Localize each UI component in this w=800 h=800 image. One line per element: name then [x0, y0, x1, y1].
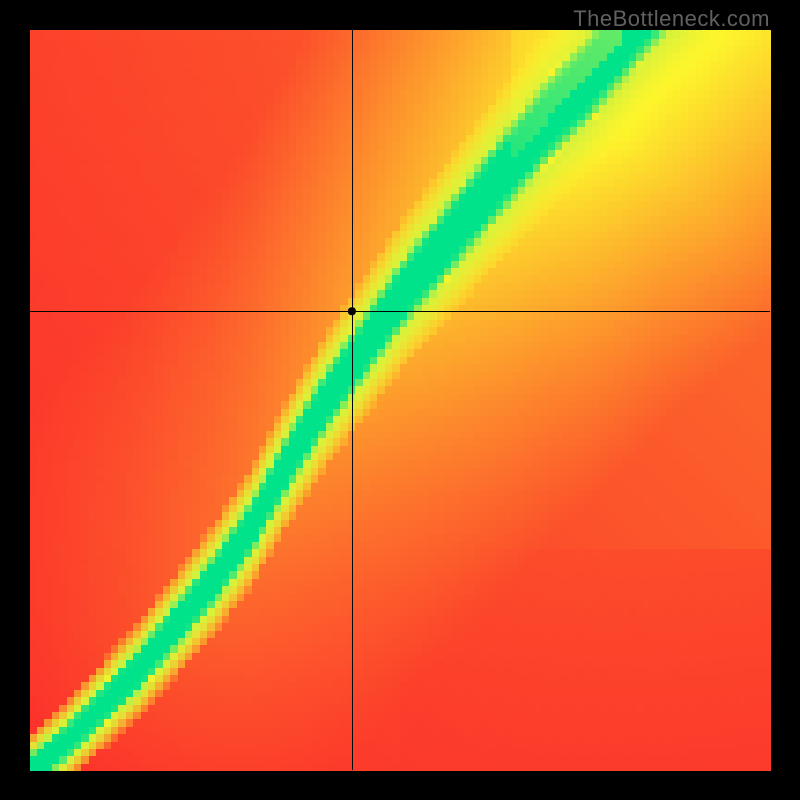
bottleneck-heatmap [0, 0, 800, 800]
chart-container: TheBottleneck.com [0, 0, 800, 800]
watermark-text: TheBottleneck.com [573, 6, 770, 32]
